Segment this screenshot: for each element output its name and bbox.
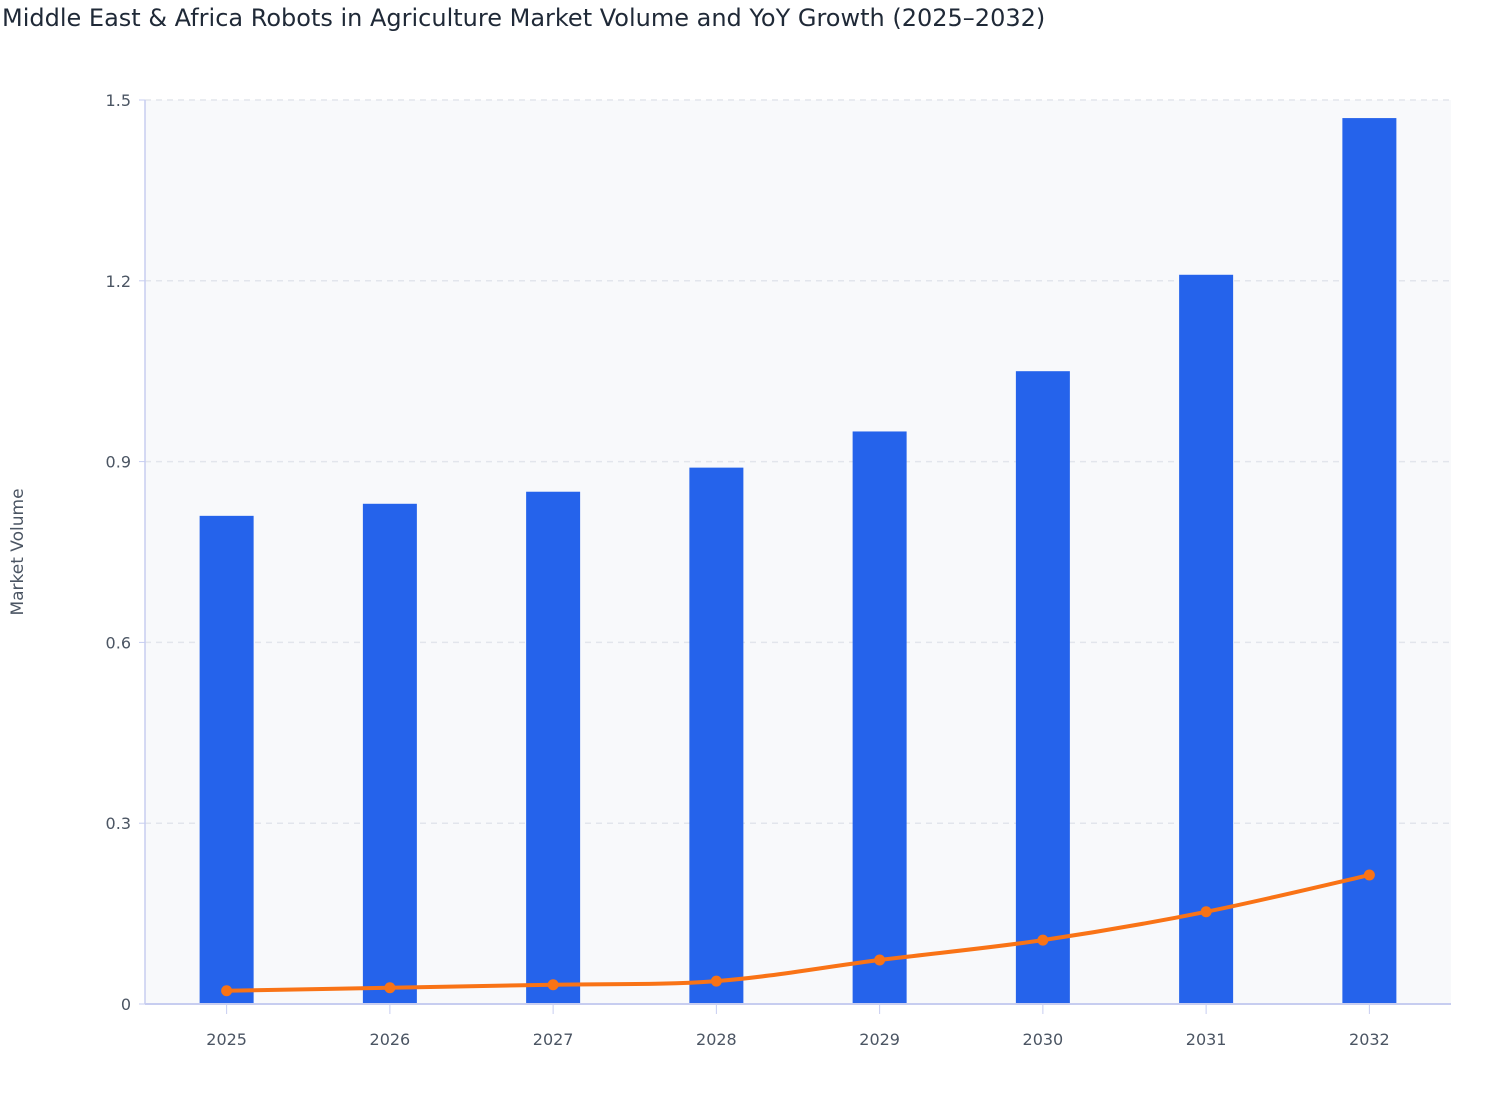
bar-2027 [526, 491, 581, 1004]
x-tick-label: 2031 [1186, 1030, 1227, 1049]
x-tick-label: 2030 [1023, 1030, 1064, 1049]
growth-line [226, 873, 1370, 993]
bar-2031 [1179, 274, 1234, 1005]
x-tick-label: 2029 [859, 1030, 900, 1049]
growth-point-2032 [1363, 869, 1375, 881]
bar-2029 [852, 431, 907, 1004]
growth-point-2028 [710, 975, 722, 987]
y-axis-label: Market Volume [8, 488, 28, 615]
growth-point-2029 [874, 954, 886, 966]
y-tick-label: 1.2 [106, 272, 131, 291]
bar-2032 [1342, 118, 1397, 1004]
x-tick-label: 2026 [370, 1030, 411, 1049]
y-tick-label: 0.3 [106, 814, 131, 833]
x-tick-label: 2028 [696, 1030, 737, 1049]
bar-2028 [689, 467, 744, 1004]
x-tick-label: 2027 [533, 1030, 574, 1049]
bar-2026 [362, 503, 417, 1004]
y-tick-label: 0.9 [106, 453, 131, 472]
bar-2030 [1015, 371, 1070, 1004]
growth-point-2026 [384, 982, 396, 994]
y-tick-label: 0.6 [106, 633, 131, 652]
growth-point-2027 [547, 979, 559, 991]
x-tick-label: 2025 [206, 1030, 247, 1049]
y-tick-label: 0 [121, 995, 131, 1014]
growth-point-2025 [221, 985, 233, 997]
chart-title: Middle East & Africa Robots in Agricultu… [2, 4, 1046, 32]
plot-area [145, 100, 1451, 1004]
bar-2025 [199, 515, 254, 1004]
x-tick-label: 2032 [1349, 1030, 1390, 1049]
growth-point-2031 [1200, 906, 1212, 918]
growth-point-2030 [1037, 934, 1049, 946]
y-tick-label: 1.5 [106, 91, 131, 110]
